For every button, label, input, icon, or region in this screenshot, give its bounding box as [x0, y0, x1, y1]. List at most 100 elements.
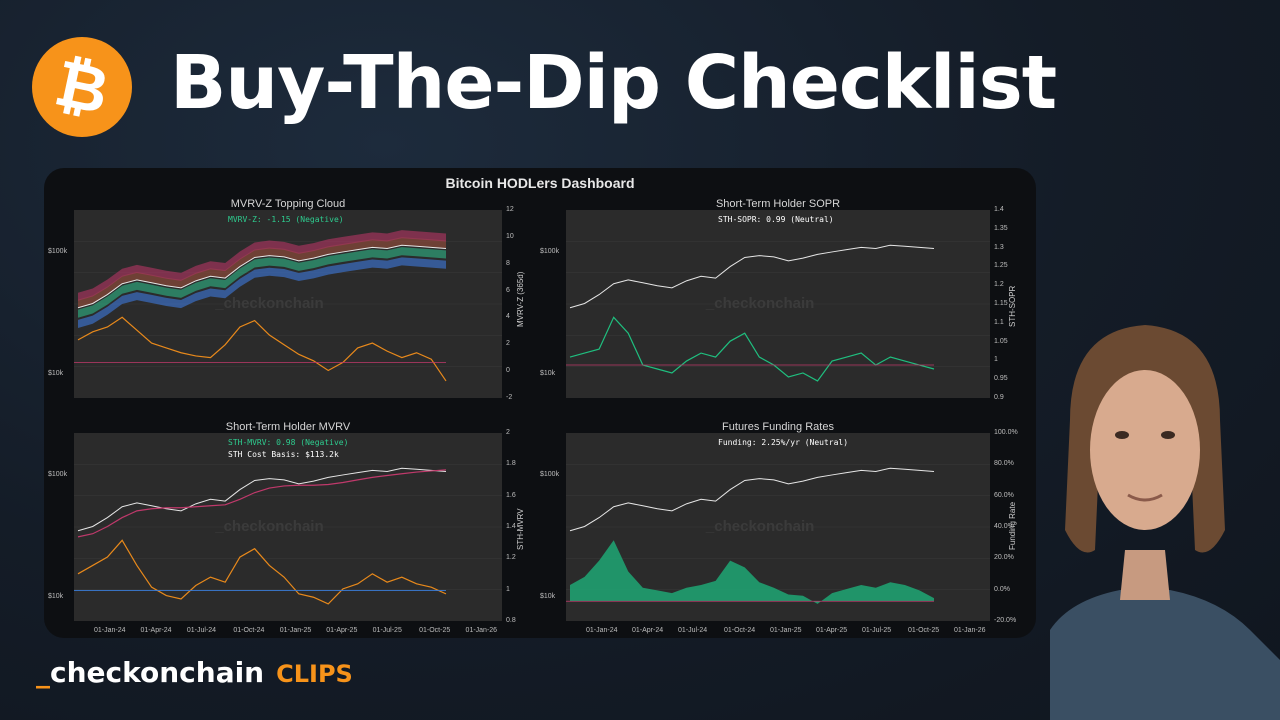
sth-mvrv-panel-date-tick: 01-Jul-24 [186, 627, 217, 634]
sth-mvrv-panel-date-tick: 01-Jan-24 [94, 627, 126, 634]
sth-sopr-panel-y2-tick: 1.1 [994, 318, 1004, 326]
sth-sopr-panel-annotation: STH-SOPR: 0.99 (Neutral) [718, 215, 834, 224]
bitcoin-icon: ₿ [32, 37, 132, 137]
mvrv-z-panel-y2-tick: 6 [506, 286, 510, 294]
funding-rates-panel-title: Futures Funding Rates [722, 421, 834, 433]
page-title: Buy-The-Dip Checklist [170, 40, 1057, 126]
sth-sopr-panel-y2-tick: 1 [994, 356, 998, 364]
brand-name: checkonchain [50, 656, 265, 689]
sth-mvrv-panel-date-tick: 01-Oct-25 [419, 627, 451, 634]
mvrv-z-panel-cloud-band [78, 230, 446, 301]
funding-rates-panel-tick-100k: $100k [540, 470, 560, 478]
sth-mvrv-panel-date-tick: 01-Apr-25 [326, 627, 358, 634]
sth-sopr-panel-y2-tick: 1.25 [994, 262, 1008, 270]
sth-mvrv-panel-series-sth-mvrv [77, 539, 447, 605]
funding-rates-panel-svg [566, 464, 990, 604]
mvrv-z-panel-y2-tick: 12 [506, 206, 514, 213]
funding-rates-panel-funding-area [570, 540, 934, 604]
sth-sopr-panel-y2-tick: 0.9 [994, 394, 1004, 401]
mvrv-z-panel-ylabel: MVRV-Z (365d) [516, 271, 525, 327]
sth-mvrv-panel-tick-100k: $100k [48, 470, 68, 478]
mvrv-z-panel-tick-100k: $100k [48, 247, 68, 255]
funding-rates-panel-y2-tick: 100.0% [994, 429, 1018, 436]
funding-rates-panel-y2-tick: 0.0% [994, 585, 1010, 593]
sth-mvrv-panel-date-tick: 01-Jan-25 [279, 627, 312, 634]
brand-logo: _checkonchain CLIPS [36, 656, 353, 689]
funding-rates-panel-date-tick: 01-Jul-24 [678, 627, 708, 634]
mvrv-z-panel-y2-tick: 2 [506, 340, 510, 348]
sth-sopr-panel-y2-tick: 1.15 [994, 300, 1008, 307]
sth-mvrv-panel-ylabel: STH-MVRV [516, 507, 525, 550]
mvrv-z-panel-svg [74, 230, 502, 382]
sth-sopr-panel-y2-tick: 1.05 [994, 337, 1008, 345]
sth-mvrv-panel-date-tick: 01-Jul-25 [372, 627, 402, 634]
svg-text:₿: ₿ [49, 46, 115, 129]
mvrv-z-panel-y2-tick: 10 [506, 232, 514, 240]
mvrv-z-panel-watermark: _checkonchain [215, 294, 324, 312]
funding-rates-panel-y2-tick: 40.0% [994, 523, 1014, 530]
sth-mvrv-panel-y2-tick: 0.8 [506, 617, 516, 624]
funding-rates-panel-tick-10k: $10k [540, 592, 556, 600]
mvrv-z-panel-cloud-band [78, 237, 446, 308]
funding-rates-panel-watermark: _checkonchain [705, 517, 815, 535]
funding-rates-panel-date-tick: 01-Apr-25 [816, 627, 848, 634]
funding-rates-panel-date-tick: 01-Jan-24 [586, 627, 618, 634]
funding-rates-panel-date-tick: 01-Oct-24 [724, 627, 756, 634]
sth-sopr-panel-series-sth-sopr [569, 316, 935, 382]
sth-mvrv-panel-watermark: _checkonchain [215, 517, 324, 535]
sth-mvrv-panel-tick-10k: $10k [48, 592, 64, 600]
sth-mvrv-panel-y2-tick: 2 [506, 429, 510, 436]
mvrv-z-panel-cloud-band [78, 247, 446, 318]
dashboard-title: Bitcoin HODLers Dashboard [445, 175, 635, 191]
mvrv-z-panel-title: MVRV-Z Topping Cloud [230, 198, 346, 210]
mvrv-z-panel-series-price [77, 244, 447, 309]
funding-rates-panel-date-tick: 01-Oct-25 [908, 627, 940, 634]
sth-sopr-panel-y2-tick: 1.2 [994, 281, 1004, 289]
sth-mvrv-panel-y2-tick: 1.6 [506, 491, 516, 499]
funding-rates-panel-y2-tick: 60.0% [994, 491, 1014, 499]
funding-rates-panel-y2-tick: 80.0% [994, 460, 1014, 468]
funding-rates-panel-date-tick: 01-Jul-25 [862, 627, 892, 634]
sth-sopr-panel-svg [566, 241, 990, 382]
sth-sopr-panel-tick-10k: $10k [540, 369, 556, 377]
sth-sopr-panel-tick-100k: $100k [540, 247, 560, 255]
sth-mvrv-panel-date-tick: 01-Oct-24 [233, 627, 265, 634]
mvrv-z-panel-cloud-band [78, 257, 446, 328]
sth-sopr-panel-y2-tick: 1.35 [994, 224, 1008, 232]
funding-rates-panel-series-price [569, 467, 935, 532]
mvrv-z-panel-y2-tick: 8 [506, 259, 510, 267]
sth-mvrv-panel-y2-tick: 1.4 [506, 523, 516, 530]
sth-mvrv-panel-title: Short-Term Holder MVRV [225, 421, 351, 433]
sth-mvrv-panel-series-sth-cost-basis [77, 469, 447, 538]
sth-sopr-panel-series-price [569, 244, 935, 309]
funding-rates-panel-y2-tick: 20.0% [994, 554, 1014, 562]
sth-mvrv-panel-annotation: STH-MVRV: 0.98 (Negative) [228, 438, 349, 447]
sth-mvrv-panel-svg [74, 464, 502, 605]
funding-rates-panel-y2-tick: -20.0% [994, 617, 1017, 624]
sth-sopr-panel-y2-tick: 1.3 [994, 243, 1004, 251]
sth-sopr-panel-watermark: _checkonchain [705, 294, 815, 312]
mvrv-z-panel-series-mvrv-z [77, 316, 447, 382]
sth-mvrv-panel-date-tick: 01-Jan-26 [465, 627, 498, 634]
funding-rates-panel-date-tick: 01-Jan-25 [770, 627, 802, 634]
funding-rates-panel-annotation: Funding: 2.25%/yr (Neutral) [718, 438, 849, 447]
sth-mvrv-panel-y2-tick: 1.2 [506, 554, 516, 562]
sth-sopr-panel-title: Short-Term Holder SOPR [715, 198, 841, 210]
sth-mvrv-panel-series-price [77, 467, 447, 532]
mvrv-z-panel-tick-10k: $10k [48, 369, 64, 377]
sth-sopr-panel-y2-tick: 1.4 [994, 206, 1004, 213]
brand-suffix: CLIPS [276, 660, 353, 688]
mvrv-z-panel-y2-tick: 4 [506, 313, 510, 321]
sth-mvrv-panel-y2-tick: 1 [506, 585, 510, 593]
sth-mvrv-panel-date-tick: 01-Apr-24 [140, 627, 172, 634]
presenter-photo [1050, 325, 1280, 720]
sth-mvrv-panel-annotation-2: STH Cost Basis: $113.2k [228, 450, 339, 459]
mvrv-z-panel-y2-tick: 0 [506, 367, 510, 375]
dashboard-panel: Bitcoin HODLers Dashboard MVRV-Z Topping… [44, 168, 1036, 638]
mvrv-z-panel-y2-tick: -2 [506, 394, 513, 401]
funding-rates-panel-date-tick: 01-Jan-26 [954, 627, 986, 634]
funding-rates-panel-date-tick: 01-Apr-24 [632, 627, 664, 634]
brand-underscore: _ [36, 656, 50, 689]
sth-sopr-panel-y2-tick: 0.95 [994, 375, 1008, 383]
sth-mvrv-panel-y2-tick: 1.8 [506, 460, 516, 468]
